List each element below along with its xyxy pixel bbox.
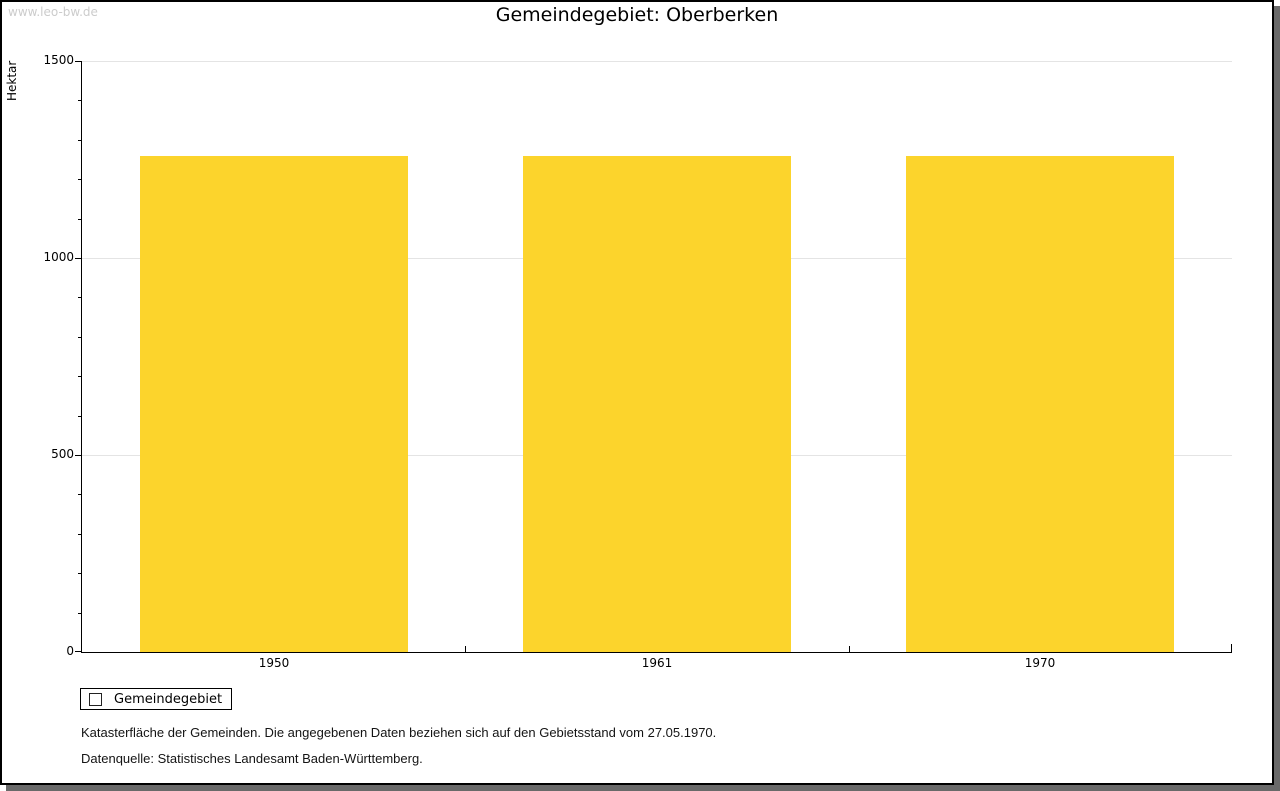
y-tick-label-1500: 1500 — [43, 53, 74, 67]
y-minor-tick-1400 — [78, 100, 82, 101]
legend-swatch — [89, 692, 102, 706]
y-minor-tick-900 — [78, 297, 82, 298]
legend[interactable]: Gemeindegebiet — [80, 688, 232, 710]
bar-1950[interactable] — [140, 156, 408, 652]
footnote-source-note: Katasterfläche der Gemeinden. Die angege… — [81, 725, 717, 740]
y-tick-500 — [75, 455, 82, 456]
x-tick-label-1970: 1970 — [1024, 656, 1056, 670]
bar-1961[interactable] — [523, 156, 791, 652]
gridline-1500 — [82, 61, 1232, 62]
bar-1970[interactable] — [906, 156, 1174, 652]
y-minor-tick-600 — [78, 416, 82, 417]
watermark: www.leo-bw.de — [8, 5, 98, 19]
x-tick-label-1961: 1961 — [641, 656, 673, 670]
y-minor-tick-300 — [78, 534, 82, 535]
y-minor-tick-400 — [78, 494, 82, 495]
plot-area: 0 500 1000 1500 1950 1961 1970 — [43, 54, 1232, 670]
legend-item-label: Gemeindegebiet — [114, 691, 223, 707]
footnote-data-source: Datenquelle: Statistisches Landesamt Bad… — [81, 751, 423, 766]
y-axis-label: Hektar — [5, 60, 19, 101]
y-tick-1000 — [75, 258, 82, 259]
category-separator-tick-2 — [849, 646, 850, 652]
y-tick-label-0: 0 — [66, 644, 74, 658]
y-tick-0 — [75, 651, 82, 652]
y-minor-tick-1200 — [78, 179, 82, 180]
y-minor-tick-200 — [78, 573, 82, 574]
y-tick-label-1000: 1000 — [43, 250, 74, 264]
axis-end-tick — [1231, 644, 1232, 652]
y-minor-tick-1100 — [78, 219, 82, 220]
y-minor-tick-800 — [78, 337, 82, 338]
y-minor-tick-1300 — [78, 140, 82, 141]
x-tick-label-1950: 1950 — [258, 656, 290, 670]
y-tick-label-500: 500 — [51, 447, 74, 461]
chart-title: Gemeindegebiet: Oberberken — [495, 4, 779, 26]
y-minor-tick-700 — [78, 376, 82, 377]
y-minor-tick-100 — [78, 613, 82, 614]
y-tick-1500 — [75, 61, 82, 62]
category-separator-tick-1 — [465, 646, 466, 652]
